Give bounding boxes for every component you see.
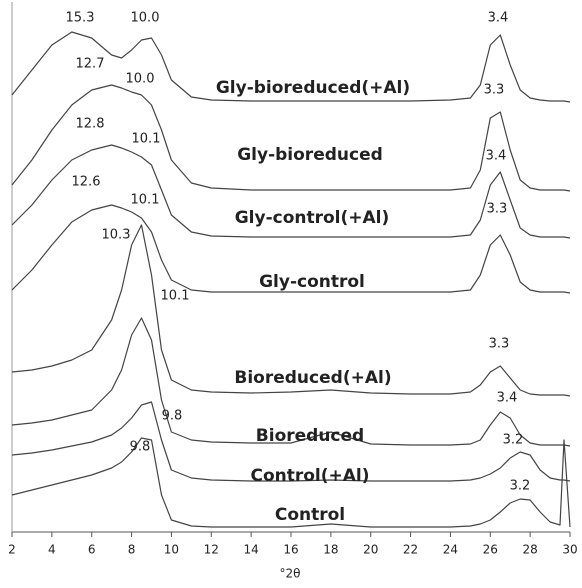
series-label: Control	[275, 505, 345, 525]
x-tick-label: 30	[562, 543, 577, 557]
x-tick-label: 12	[204, 543, 219, 557]
peak-label: 10.0	[131, 11, 160, 26]
peak-label: 3.2	[503, 433, 524, 448]
peak-label: 3.4	[488, 11, 509, 26]
trace	[11, 144, 571, 239]
x-tick-label: 8	[128, 543, 136, 557]
peak-label: 12.7	[76, 57, 105, 72]
trace	[11, 31, 571, 103]
trace	[11, 437, 571, 528]
x-tick-label: 22	[403, 543, 418, 557]
peak-label: 12.8	[76, 117, 105, 132]
trace	[11, 204, 571, 294]
x-tick-label: 20	[363, 543, 378, 557]
series-label: Bioreduced	[256, 426, 364, 446]
series-label: Gly-bioreduced(+Al)	[216, 78, 410, 98]
x-tick-label: 18	[323, 543, 338, 557]
peak-label: 12.6	[72, 175, 101, 190]
series-label: Bioreduced(+Al)	[234, 368, 391, 388]
peak-label: 10.0	[126, 72, 155, 87]
trace	[11, 224, 571, 397]
trace	[11, 401, 571, 482]
peak-label: 3.3	[484, 83, 505, 98]
series-label: Gly-control	[259, 272, 365, 292]
x-tick-label: 26	[483, 543, 498, 557]
x-tick-label: 24	[443, 543, 458, 557]
peak-label: 15.3	[66, 11, 95, 26]
series-label: Gly-control(+Al)	[235, 208, 390, 228]
peak-label: 3.4	[497, 391, 518, 406]
peak-label: 10.1	[132, 132, 161, 147]
x-tick-label: 28	[523, 543, 538, 557]
trace	[11, 84, 571, 192]
peak-label: 3.3	[487, 202, 508, 217]
x-tick-label: 10	[164, 543, 179, 557]
peak-label: 10.3	[102, 228, 131, 243]
peak-label: 10.1	[161, 289, 190, 304]
x-tick-label: 14	[244, 543, 259, 557]
x-tick-label: 6	[88, 543, 96, 557]
trace	[11, 317, 571, 447]
peak-label: 3.2	[510, 479, 531, 494]
x-axis-label: °2θ	[280, 567, 301, 581]
x-tick-label: 16	[283, 543, 298, 557]
series-label: Gly-bioreduced	[237, 145, 383, 165]
x-tick-label: 2	[8, 543, 16, 557]
peak-label: 10.1	[131, 193, 160, 208]
x-tick-label: 4	[48, 543, 56, 557]
peak-label: 3.4	[486, 149, 507, 164]
peak-label: 3.3	[489, 337, 510, 352]
series-label: Control(+Al)	[250, 466, 369, 486]
peak-label: 9.8	[130, 440, 151, 455]
peak-label: 9.8	[162, 409, 183, 424]
